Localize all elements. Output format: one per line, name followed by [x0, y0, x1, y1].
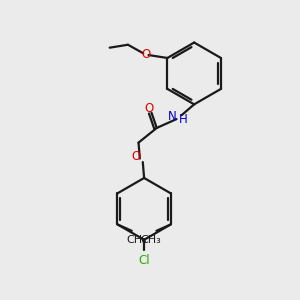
Text: CH₃: CH₃: [127, 235, 147, 245]
Text: N: N: [168, 110, 176, 123]
Text: O: O: [131, 150, 141, 163]
Text: H: H: [179, 113, 188, 127]
Text: CH₃: CH₃: [141, 235, 161, 245]
Text: O: O: [145, 102, 154, 115]
Text: Cl: Cl: [138, 254, 150, 267]
Text: O: O: [142, 48, 151, 61]
